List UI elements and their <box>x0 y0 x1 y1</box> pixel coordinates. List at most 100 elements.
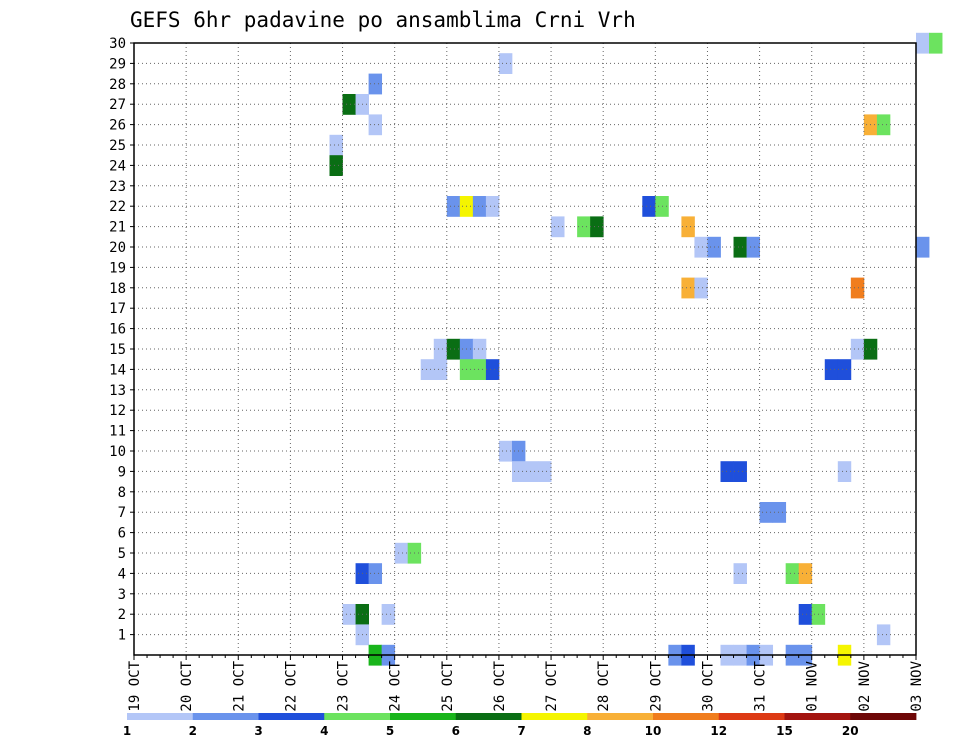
y-tick-label: 2 <box>118 607 126 623</box>
heat-cell <box>733 461 747 482</box>
y-tick-label: 7 <box>118 505 126 521</box>
y-tick-label: 22 <box>109 199 126 215</box>
heat-cell <box>472 359 487 380</box>
heat-cell <box>329 134 343 156</box>
colorbar-swatch <box>587 713 654 720</box>
y-tick-label: 6 <box>118 526 126 542</box>
y-axis: 1234567891011121314151617181920212223242… <box>109 36 134 644</box>
heat-cell <box>342 604 356 625</box>
x-tick-label: 31 OCT <box>753 660 769 711</box>
colorbar-swatch <box>390 713 457 720</box>
colorbar-swatch <box>192 713 259 720</box>
heat-cell <box>433 338 448 360</box>
heat-cell <box>798 563 813 584</box>
heat-cell <box>876 624 891 646</box>
heat-cell <box>746 236 760 258</box>
colorbar-label: 7 <box>517 724 525 738</box>
x-tick-label: 19 OCT <box>127 660 143 711</box>
colorbar-label: 6 <box>452 724 460 738</box>
colorbar-label: 4 <box>320 724 328 738</box>
y-tick-label: 27 <box>109 97 126 113</box>
heat-cell <box>720 461 734 482</box>
y-tick-label: 12 <box>109 403 126 419</box>
y-tick-label: 9 <box>118 464 126 480</box>
heat-cell <box>472 338 487 360</box>
colorbar-swatch <box>850 713 917 720</box>
heat-cell <box>498 53 513 74</box>
heat-cell <box>381 604 396 625</box>
colorbar-label: 8 <box>583 724 591 738</box>
heat-cell <box>694 277 708 299</box>
y-tick-label: 20 <box>109 240 126 256</box>
colorbar: 1 2 3 4 5 6 7 8 10 12 15 20 <box>123 713 917 738</box>
heat-cell <box>824 359 839 380</box>
colorbar-label: 5 <box>386 724 394 738</box>
heat-cell <box>681 277 695 299</box>
heat-cell <box>850 338 865 360</box>
heat-cell <box>577 216 591 238</box>
x-tick-label: 27 OCT <box>544 660 560 711</box>
x-tick-label: 02 NOV <box>857 660 873 711</box>
heat-cell <box>681 216 695 238</box>
colorbar-swatch <box>258 713 325 720</box>
colorbar-label: 12 <box>710 724 727 738</box>
heat-cell <box>446 338 461 360</box>
heat-cell <box>772 502 787 523</box>
y-tick-label: 13 <box>109 383 126 399</box>
heat-cell <box>733 563 747 584</box>
colorbar-label: 3 <box>254 724 262 738</box>
colorbar-label: 10 <box>645 724 662 738</box>
x-tick-label: 21 OCT <box>231 660 247 711</box>
y-tick-label: 26 <box>109 118 126 134</box>
y-tick-label: 3 <box>118 587 126 603</box>
x-tick-label: 01 NOV <box>805 660 821 711</box>
heat-cell <box>850 277 865 299</box>
heat-cell <box>590 216 604 238</box>
cells-layer <box>329 32 943 666</box>
colorbar-swatch <box>455 713 522 720</box>
x-tick-label: 20 OCT <box>179 660 195 711</box>
heat-cell <box>368 73 383 95</box>
heat-cell <box>551 216 565 238</box>
heat-cell <box>837 461 852 482</box>
heat-cell <box>916 32 930 54</box>
heat-cell <box>498 440 513 462</box>
colorbar-label: 1 <box>123 724 131 738</box>
y-tick-label: 24 <box>109 158 126 174</box>
y-tick-label: 5 <box>118 546 126 562</box>
x-tick-label: 24 OCT <box>388 660 404 711</box>
y-tick-label: 19 <box>109 260 126 276</box>
heat-cell <box>420 359 435 380</box>
x-tick-label: 28 OCT <box>596 660 612 711</box>
x-axis: 19 OCT 20 OCT 21 OCT 22 OCT 23 OCT 24 OCT 25 O… <box>127 655 925 712</box>
heat-cell <box>733 236 747 258</box>
x-tick-label: 25 OCT <box>440 660 456 711</box>
y-tick-label: 11 <box>109 424 126 440</box>
y-tick-label: 8 <box>118 485 126 501</box>
colorbar-label: 15 <box>776 724 793 738</box>
heat-cell <box>876 114 891 136</box>
x-tick-label: 29 OCT <box>648 660 664 711</box>
x-tick-label: 22 OCT <box>283 660 299 711</box>
y-tick-label: 14 <box>109 362 126 378</box>
y-tick-label: 28 <box>109 77 126 93</box>
heat-cell <box>837 359 852 380</box>
y-tick-label: 16 <box>109 322 126 338</box>
colorbar-swatch <box>521 713 588 720</box>
heat-cell <box>929 32 943 54</box>
heat-cell <box>485 359 500 380</box>
x-tick-label: 30 OCT <box>700 660 716 711</box>
chart-title: GEFS 6hr padavine po ansamblima Crni Vrh <box>130 8 636 32</box>
x-tick-label: 03 NOV <box>909 660 925 711</box>
y-tick-label: 21 <box>109 220 126 236</box>
heat-cell <box>642 196 656 217</box>
heat-cell <box>485 196 500 217</box>
y-tick-label: 29 <box>109 56 126 72</box>
colorbar-label: 20 <box>842 724 859 738</box>
heat-cell <box>329 155 343 176</box>
heat-cell <box>342 94 356 115</box>
heat-cell <box>394 542 409 564</box>
colorbar-swatch <box>127 713 194 720</box>
heat-cell <box>368 563 383 584</box>
